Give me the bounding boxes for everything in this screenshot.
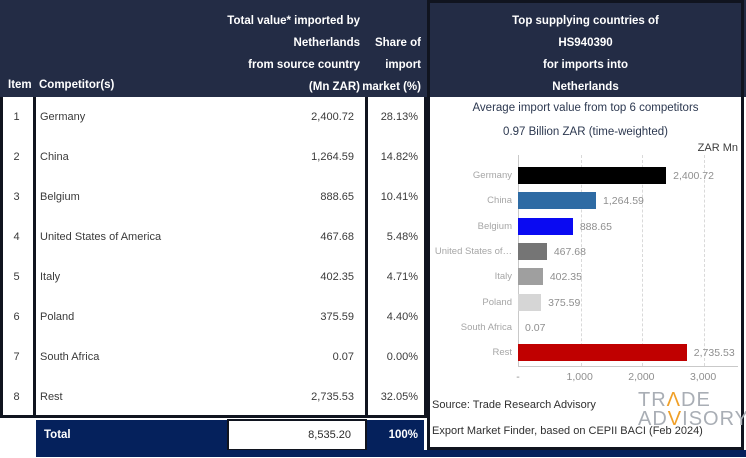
chart-category-label: Poland <box>482 296 512 308</box>
chart-gridline <box>642 155 644 366</box>
chart-bar-belgium <box>518 217 573 235</box>
chart-x-tick-label: - <box>516 371 520 383</box>
competitor-table-body: 1 Germany 2,400.72 28.13% 2 China 1,264.59 14.8… <box>0 97 424 417</box>
col-header-total-value: Total value* imported by Netherlands from … <box>227 15 360 93</box>
row-market-share: 14.82% <box>380 151 418 163</box>
row-import-value: 2,735.53 <box>311 391 354 403</box>
chart-bar-value-label: 0.07 <box>525 321 546 334</box>
source-text-line2: Export Market Finder, based on CEPII BAC… <box>432 425 703 437</box>
row-import-value: 888.65 <box>320 191 354 203</box>
row-item-number: 5 <box>13 271 20 283</box>
col-header-competitor: Competitor(s) <box>39 79 115 91</box>
bottom-accent-bar <box>36 450 746 457</box>
chart-gridline <box>580 155 582 366</box>
chart-panel-border <box>427 0 744 450</box>
chart-bar-value-label: 467.68 <box>553 245 586 258</box>
row-market-share: 4.40% <box>386 311 418 323</box>
chart-subtitle: 0.97 Billion ZAR (time-weighted) <box>503 126 668 138</box>
row-import-value: 467.68 <box>320 231 354 243</box>
chart-bar-value-label: 375.59 <box>548 296 581 309</box>
table-border-value <box>365 97 368 417</box>
table-row: 2 China 1,264.59 14.82% <box>0 137 424 177</box>
table-row: 6 Poland 375.59 4.40% <box>0 297 424 337</box>
chart-axis-unit-label: ZAR Mn <box>697 142 738 154</box>
source-text-line1: Source: Trade Research Advisory <box>432 399 596 411</box>
total-row-share: 100% <box>367 420 424 450</box>
chart-category-label: China <box>487 195 512 207</box>
row-market-share: 32.05% <box>380 391 418 403</box>
row-item-number: 4 <box>13 231 20 243</box>
chart-bar-value-label: 2,735.53 <box>693 347 735 360</box>
chart-x-tick-label: 3,000 <box>689 371 717 383</box>
col-header-item: Item <box>8 79 32 91</box>
table-border-left <box>0 97 3 417</box>
chart-bar-italy <box>518 268 543 286</box>
row-competitor-name: United States of America <box>40 231 162 243</box>
logo-line-advisory: ADVISORY <box>638 408 746 430</box>
chart-category-label: Germany <box>472 170 512 181</box>
table-row: 8 Rest 2,735.53 32.05% <box>0 377 424 417</box>
table-row: 1 Germany 2,400.72 28.13% <box>0 97 424 137</box>
panel-header-title: Top supplying countries of HS940390 for im… <box>512 15 659 93</box>
chart-title: Average import value from top 6 competit… <box>472 102 699 114</box>
row-market-share: 0.00% <box>386 351 418 363</box>
chart-category-label: Italy <box>494 271 512 283</box>
table-row: 3 Belgium 888.65 10.41% <box>0 177 424 217</box>
table-border-item <box>33 97 36 417</box>
chart-bar-value-label: 888.65 <box>579 220 612 233</box>
table-border-right <box>424 97 427 417</box>
row-competitor-name: Poland <box>40 311 75 323</box>
chart-category-label: Belgium <box>477 220 512 232</box>
row-market-share: 28.13% <box>380 111 418 123</box>
chart-bar-united-states-of <box>518 242 547 260</box>
row-item-number: 7 <box>13 351 20 363</box>
row-item-number: 8 <box>13 391 20 403</box>
chart-bar-value-label: 1,264.59 <box>603 195 644 208</box>
table-row: 7 South Africa 0.07 0.00% <box>0 337 424 377</box>
chart-bar-value-label: 402.35 <box>549 271 582 284</box>
row-item-number: 3 <box>13 191 20 203</box>
row-market-share: 10.41% <box>380 191 418 203</box>
col-header-share: Share of import market (%) <box>362 37 421 93</box>
table-border-bottom <box>0 415 427 418</box>
chart-bar-poland <box>518 293 542 311</box>
chart-plot-area <box>518 155 738 367</box>
row-competitor-name: Belgium <box>40 191 80 203</box>
chart-bar-value-label: 2,400.72 <box>673 170 714 182</box>
row-import-value: 2,400.72 <box>311 111 354 123</box>
chart-bar-germany <box>518 167 667 184</box>
row-import-value: 375.59 <box>320 311 354 323</box>
row-competitor-name: China <box>40 151 69 163</box>
total-row-value: 8,535.20 <box>227 419 367 451</box>
row-item-number: 2 <box>13 151 20 163</box>
row-competitor-name: Italy <box>40 271 61 283</box>
table-row: 4 United States of America 467.68 5.48% <box>0 217 424 257</box>
row-import-value: 1,264.59 <box>311 151 354 163</box>
row-market-share: 5.48% <box>386 231 418 243</box>
row-item-number: 6 <box>13 311 20 323</box>
logo-line-trade: TRΛDE <box>638 389 711 411</box>
logo-accent-v: V <box>667 408 683 430</box>
chart-category-label: United States of… <box>434 245 512 257</box>
table-row: 5 Italy 402.35 4.71% <box>0 257 424 297</box>
row-competitor-name: Germany <box>40 111 86 123</box>
trade-advisory-logo: TRΛDE ADVISORY <box>638 389 746 430</box>
chart-bar-china <box>518 192 597 210</box>
table-header-band <box>0 0 746 97</box>
row-item-number: 1 <box>13 111 20 123</box>
row-import-value: 0.07 <box>332 351 354 363</box>
row-competitor-name: South Africa <box>40 351 100 363</box>
row-import-value: 402.35 <box>320 271 354 283</box>
chart-gridline <box>704 155 706 366</box>
total-row-label: Total <box>36 420 227 450</box>
chart-category-label: South Africa <box>460 321 512 333</box>
chart-x-tick-label: 1,000 <box>566 371 593 383</box>
row-competitor-name: Rest <box>40 391 63 403</box>
chart-x-tick-label: 2,000 <box>628 371 655 383</box>
chart-category-label: Rest <box>492 347 512 359</box>
row-market-share: 4.71% <box>386 271 418 283</box>
chart-bar-rest <box>518 344 687 362</box>
logo-accent-lambda: Λ <box>666 389 682 411</box>
